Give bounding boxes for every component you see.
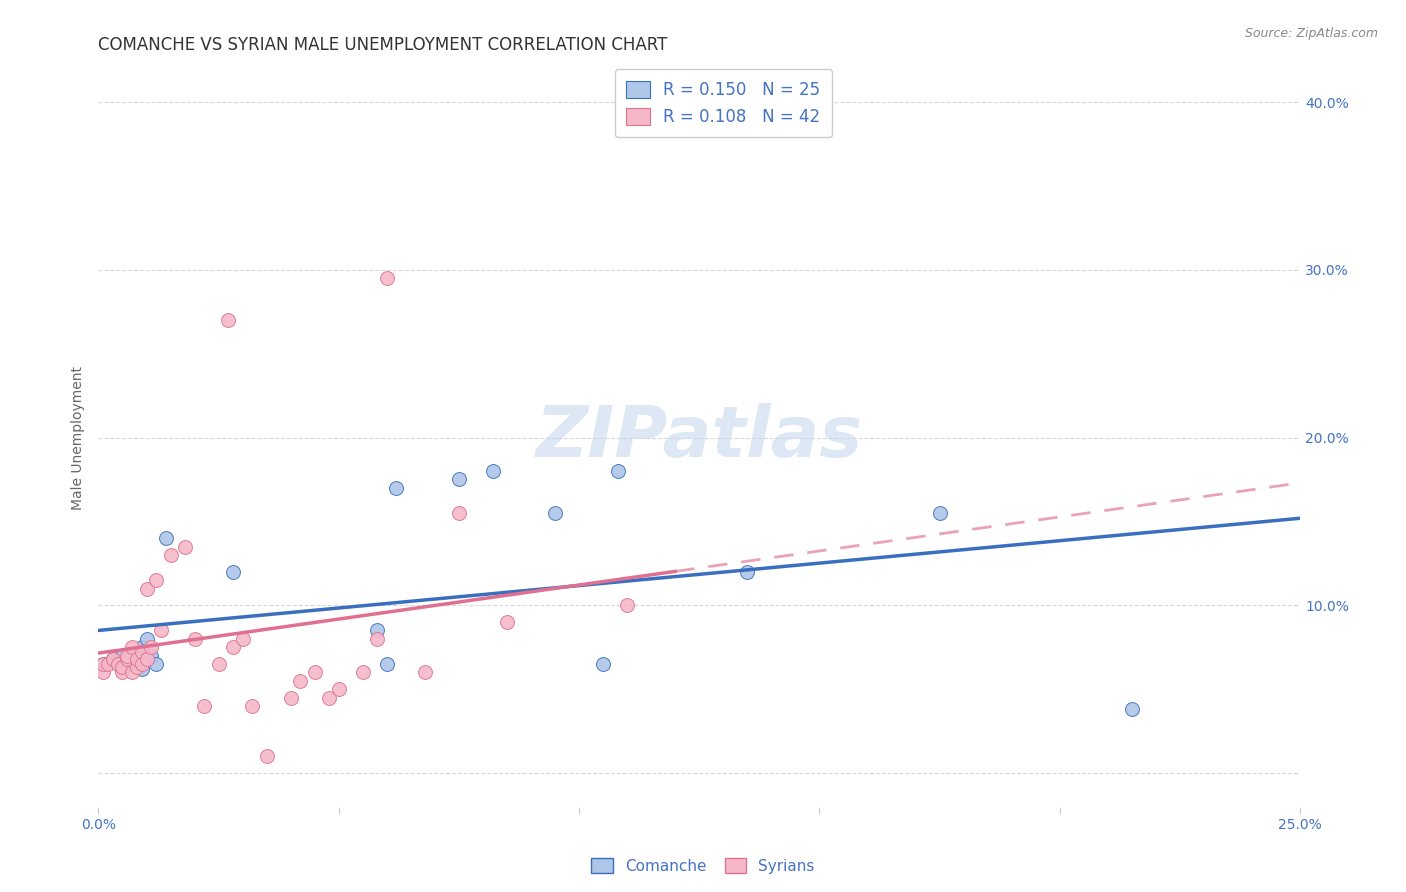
Point	[135, 582, 157, 596]
Point	[155, 531, 177, 545]
Point	[413, 665, 436, 680]
Point	[232, 632, 254, 646]
Y-axis label: Male Unemployment: Male Unemployment	[72, 366, 86, 509]
Point	[135, 632, 157, 646]
Text: COMANCHE VS SYRIAN MALE UNEMPLOYMENT CORRELATION CHART: COMANCHE VS SYRIAN MALE UNEMPLOYMENT COR…	[98, 36, 668, 54]
Point	[131, 657, 153, 671]
Text: ZIPatlas: ZIPatlas	[536, 403, 863, 472]
Point	[217, 313, 239, 327]
Point	[111, 665, 134, 680]
Point	[117, 648, 139, 663]
Point	[366, 624, 388, 638]
Legend: R = 0.150   N = 25, R = 0.108   N = 42: R = 0.150 N = 25, R = 0.108 N = 42	[614, 70, 832, 137]
Point	[125, 652, 148, 666]
Point	[145, 573, 167, 587]
Point	[91, 665, 114, 680]
Point	[117, 652, 139, 666]
Point	[256, 749, 278, 764]
Point	[121, 640, 143, 655]
Point	[496, 615, 519, 629]
Point	[447, 506, 470, 520]
Point	[544, 506, 567, 520]
Point	[481, 464, 503, 478]
Point	[91, 657, 114, 671]
Legend: Comanche, Syrians: Comanche, Syrians	[585, 852, 821, 880]
Text: Source: ZipAtlas.com: Source: ZipAtlas.com	[1244, 27, 1378, 40]
Point	[141, 648, 163, 663]
Point	[131, 662, 153, 676]
Point	[125, 648, 148, 663]
Point	[606, 464, 628, 478]
Point	[149, 624, 172, 638]
Point	[135, 652, 157, 666]
Point	[222, 565, 245, 579]
Point	[174, 540, 197, 554]
Point	[928, 506, 950, 520]
Point	[447, 473, 470, 487]
Point	[141, 640, 163, 655]
Point	[111, 660, 134, 674]
Point	[131, 645, 153, 659]
Point	[193, 698, 215, 713]
Point	[107, 657, 129, 671]
Point	[97, 657, 120, 671]
Point	[91, 657, 114, 671]
Point	[159, 548, 181, 562]
Point	[280, 690, 302, 705]
Point	[117, 652, 139, 666]
Point	[290, 673, 312, 688]
Point	[318, 690, 340, 705]
Point	[207, 657, 229, 671]
Point	[111, 648, 134, 663]
Point	[145, 657, 167, 671]
Point	[737, 565, 759, 579]
Point	[101, 652, 124, 666]
Point	[222, 640, 245, 655]
Point	[125, 660, 148, 674]
Point	[121, 665, 143, 680]
Point	[328, 682, 350, 697]
Point	[131, 640, 153, 655]
Point	[385, 481, 408, 495]
Point	[366, 632, 388, 646]
Point	[240, 698, 263, 713]
Point	[304, 665, 326, 680]
Point	[375, 271, 398, 285]
Point	[592, 657, 614, 671]
Point	[375, 657, 398, 671]
Point	[135, 652, 157, 666]
Point	[121, 657, 143, 671]
Point	[101, 652, 124, 666]
Point	[616, 599, 638, 613]
Point	[183, 632, 205, 646]
Point	[1121, 702, 1143, 716]
Point	[352, 665, 374, 680]
